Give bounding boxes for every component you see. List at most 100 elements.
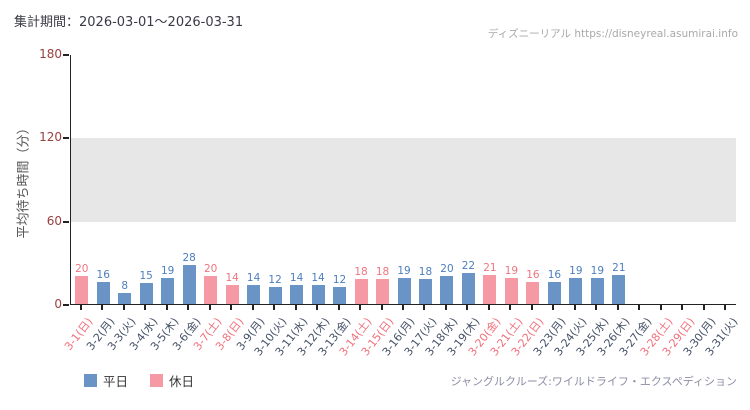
bar-3-7(土)	[204, 276, 218, 304]
bar-3-10(火)	[268, 287, 282, 304]
x-tick-mark	[595, 305, 598, 310]
bar-value-label: 19	[569, 264, 583, 277]
x-tick-mark	[359, 305, 362, 310]
bar-value-label: 19	[590, 264, 605, 277]
x-tick-mark	[187, 305, 190, 310]
bar-value-label: 20	[440, 263, 454, 276]
x-tick-mark	[294, 305, 297, 310]
y-tick-mark	[63, 304, 69, 306]
y-tick-mark	[63, 220, 69, 223]
bar-value-label: 21	[483, 261, 497, 274]
plot-area: 20 16 8 15 19 28 20 14 14 12 14 14 12 18 18 19 18 20 22 21 1…	[70, 55, 736, 305]
y-tick-label: 180	[39, 47, 62, 61]
bar-3-1(日)	[75, 276, 89, 304]
x-tick-mark	[552, 305, 555, 310]
x-tick-mark	[144, 305, 147, 310]
bar-value-label: 19	[504, 264, 519, 277]
bar-value-label: 20	[75, 263, 89, 276]
bar-3-11(水)	[290, 284, 304, 304]
legend: 平日 休日	[84, 371, 194, 390]
x-tick-mark	[638, 305, 641, 310]
bar-value-label: 12	[268, 274, 282, 287]
x-tick-mark	[509, 305, 512, 310]
bar-3-4(水)	[139, 283, 153, 304]
x-tick-mark	[659, 305, 662, 310]
bar-3-6(金)	[182, 265, 196, 304]
bar-value-label: 16	[547, 268, 562, 281]
x-tick-mark	[251, 305, 254, 310]
x-tick-mark	[444, 305, 447, 310]
attraction-name: ジャングルクルーズ:ワイルドライフ・エクスペディション	[450, 375, 737, 388]
x-tick-mark	[724, 305, 727, 310]
x-tick-mark	[702, 305, 705, 310]
bar-3-16(月)	[397, 277, 411, 304]
y-tick-label: 0	[54, 297, 62, 311]
bar-3-22(日)	[526, 281, 540, 304]
bar-3-17(火)	[418, 279, 432, 304]
x-tick-mark	[165, 305, 168, 310]
legend-label-weekday: 平日	[103, 374, 129, 389]
site-watermark: ディズニーリアル https://disneyreal.asumirai.inf…	[487, 28, 738, 40]
bar-value-label: 19	[397, 264, 411, 277]
bar-value-label: 8	[121, 279, 129, 292]
y-tick-label: 60	[46, 213, 62, 228]
bar-value-label: 16	[526, 268, 540, 281]
bar-3-3(火)	[118, 292, 132, 304]
bar-value-label: 22	[461, 260, 476, 273]
x-tick-mark	[337, 305, 340, 310]
bar-3-23(月)	[547, 281, 561, 304]
bar-value-label: 21	[612, 261, 626, 274]
bar-value-label: 18	[375, 266, 390, 278]
bar-3-20(金)	[483, 274, 497, 304]
bar-3-24(火)	[569, 277, 583, 304]
x-tick-mark	[573, 305, 576, 310]
bar-3-8(日)	[225, 284, 239, 304]
x-tick-mark	[79, 305, 82, 310]
y-tick-mark	[63, 54, 69, 56]
bar-3-14(土)	[354, 279, 368, 304]
bar-3-26(木)	[612, 274, 626, 304]
bar-value-label: 14	[246, 271, 261, 284]
y-tick-mark	[63, 137, 69, 140]
x-tick-mark	[380, 305, 383, 310]
aggregation-period-label: 集計期間：2026-03-01～2026-03-31	[14, 15, 244, 30]
bar-value-label: 14	[289, 271, 304, 284]
weekday-color-swatch	[84, 374, 97, 387]
x-tick-mark	[616, 305, 619, 310]
bar-value-label: 28	[182, 252, 196, 265]
bar-3-21(土)	[504, 277, 518, 304]
bar-value-label: 12	[332, 274, 347, 287]
holiday-color-swatch	[150, 374, 164, 387]
bar-3-18(水)	[440, 276, 454, 304]
bar-value-label: 16	[96, 268, 110, 281]
bar-value-label: 18	[418, 266, 433, 278]
x-tick-mark	[122, 305, 125, 310]
x-tick-mark	[273, 305, 276, 310]
x-tick-mark	[101, 305, 104, 310]
legend-label-holiday: 休日	[169, 374, 195, 389]
shaded-band-60-120	[71, 138, 736, 222]
x-tick-mark	[681, 305, 684, 310]
bar-value-label: 14	[311, 271, 325, 284]
bar-3-9(月)	[247, 284, 261, 304]
bar-3-13(金)	[333, 287, 347, 304]
bar-value-label: 14	[225, 271, 239, 284]
bar-value-label: 19	[160, 264, 175, 277]
bar-3-19(木)	[461, 273, 475, 304]
x-tick-mark	[208, 305, 211, 310]
x-tick-mark	[316, 305, 319, 310]
legend-item-weekday: 平日	[84, 371, 128, 390]
bar-3-12(木)	[311, 284, 325, 304]
x-tick-mark	[530, 305, 533, 310]
x-tick-mark	[466, 305, 469, 310]
x-tick-mark	[402, 305, 404, 310]
bar-3-5(木)	[161, 277, 175, 304]
bar-3-25(水)	[590, 277, 604, 304]
bar-value-label: 15	[139, 270, 153, 283]
y-tick-label: 120	[39, 130, 62, 145]
bar-3-15(日)	[376, 279, 390, 304]
bar-3-2(月)	[96, 281, 110, 304]
x-tick-mark	[423, 305, 426, 310]
x-tick-mark	[487, 305, 490, 310]
